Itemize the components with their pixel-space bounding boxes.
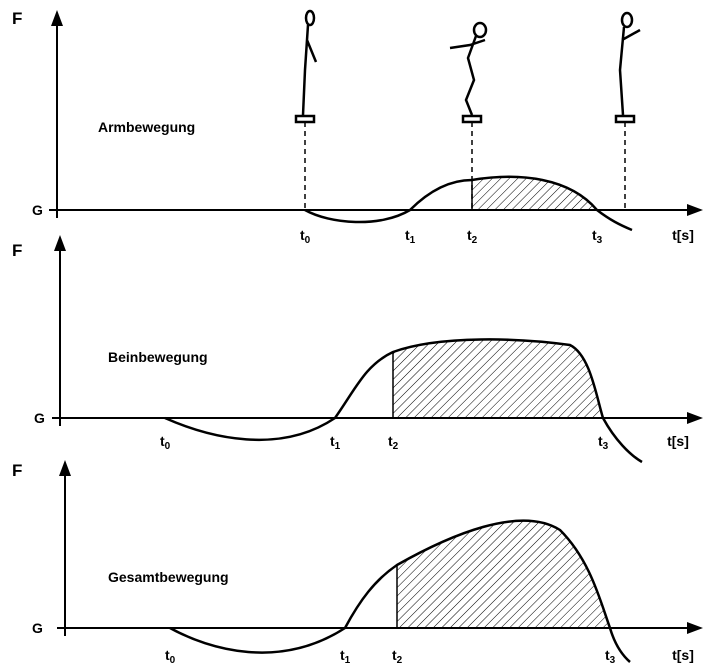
panel-title: Beinbewegung [108,349,208,365]
time-label-sub: 1 [335,441,341,452]
time-label: t2 [467,227,478,246]
y-axis-label: F [12,9,22,28]
time-label: t1 [340,647,351,666]
panel: F G Gesamtbewegung t[s] t0 t1 t2 t3 [12,461,695,666]
time-label-sub: 3 [610,655,616,666]
time-label: t0 [165,647,176,666]
x-axis-label: t[s] [672,647,694,663]
y-axis-label: F [12,241,22,260]
time-label-sub: 0 [170,655,176,666]
time-label-sub: 0 [165,441,171,452]
baseline-label: G [32,620,43,636]
time-label-sub: 3 [597,235,603,246]
panel: F G Armbewegung t[s] t0 t1 t2 t3 [12,9,695,246]
x-axis-label: t[s] [667,433,689,449]
time-label: t3 [605,647,616,666]
time-label-sub: 3 [603,441,609,452]
time-label-sub: 1 [345,655,351,666]
time-label: t0 [300,227,311,246]
time-label: t3 [598,433,609,452]
diagram: F G Armbewegung t[s] t0 t1 t2 t3 F G Beinbewegung t… [0,0,706,666]
hatched-area [393,339,603,418]
panel-title: Armbewegung [98,119,195,135]
time-label-sub: 2 [397,655,403,666]
time-label-sub: 0 [305,235,311,246]
time-label-sub: 2 [393,441,399,452]
panel: F G Beinbewegung t[s] t0 t1 t2 t3 [12,241,695,462]
y-axis-label: F [12,461,22,480]
time-label: t2 [388,433,399,452]
baseline-label: G [34,410,45,426]
time-label-sub: 1 [410,235,416,246]
x-axis-label: t[s] [672,227,694,243]
time-label: t1 [330,433,341,452]
panel-title: Gesamtbewegung [108,569,229,585]
time-label: t1 [405,227,416,246]
time-label: t3 [592,227,603,246]
hatched-area [397,521,610,628]
time-label: t0 [160,433,171,452]
time-label: t2 [392,647,403,666]
baseline-label: G [32,202,43,218]
time-label-sub: 2 [472,235,478,246]
